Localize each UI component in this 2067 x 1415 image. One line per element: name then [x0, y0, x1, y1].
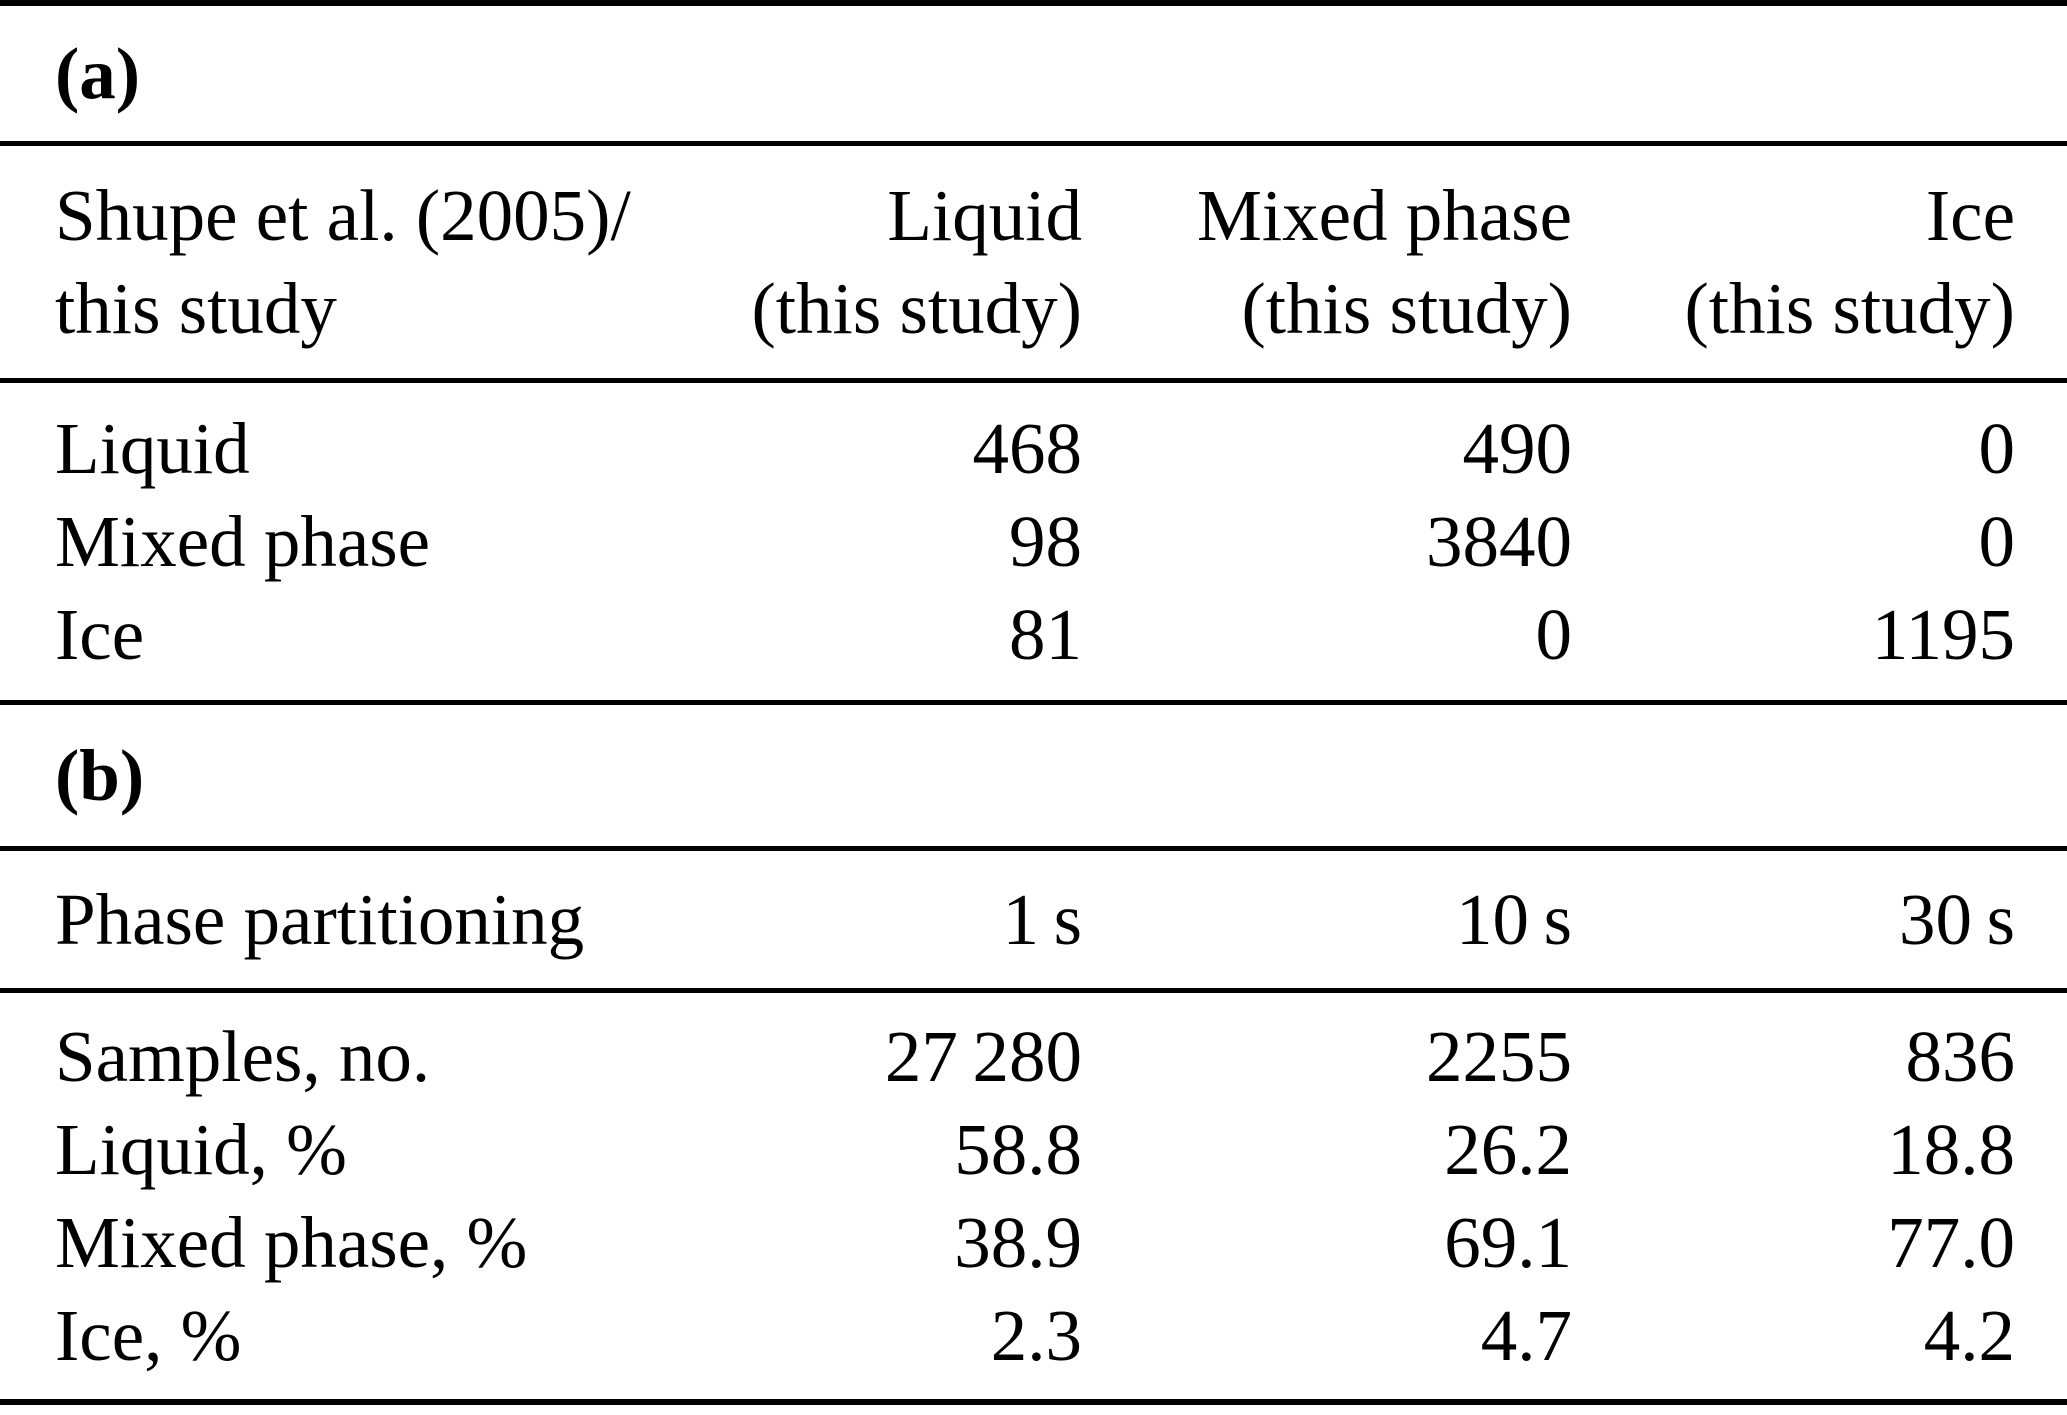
table-b-col-1s-header: 1 s	[1002, 879, 1082, 960]
cell-value: 2.3	[990, 1295, 1082, 1376]
rule-below-table-b-header	[0, 988, 2067, 993]
table-a-col-ice-header: Ice (this study)	[1572, 169, 2015, 355]
panel-b-label: (b)	[55, 735, 145, 816]
header-line: (this study)	[1241, 268, 1572, 349]
cell-value: 18.8	[1887, 1109, 2015, 1190]
table-row: Mixed phase, % 38.9 69.1 77.0	[55, 1196, 2015, 1289]
cell-value: 81	[1009, 594, 1082, 675]
table-row: Ice, % 2.3 4.7 4.2	[55, 1289, 2015, 1382]
cell-value: 490	[1462, 408, 1573, 489]
header-line: Liquid	[887, 175, 1082, 256]
row-label: Ice	[55, 594, 145, 675]
table-row: Liquid, % 58.8 26.2 18.8	[55, 1103, 2015, 1196]
table-a-header-row: Shupe et al. (2005)/ this study Liquid (…	[55, 169, 2015, 355]
rule-below-panel-a-label	[0, 141, 2067, 146]
cell-value: 0	[1978, 501, 2016, 582]
table-a-col-liquid-header: Liquid (this study)	[615, 169, 1082, 355]
row-label: Ice, %	[55, 1295, 242, 1376]
table-row: Samples, no. 27 280 2255 836	[55, 1010, 2015, 1103]
table-a-header: Shupe et al. (2005)/ this study Liquid (…	[55, 169, 2015, 355]
cell-value: 0	[1535, 594, 1573, 675]
row-label: Liquid	[55, 408, 250, 489]
rule-below-table-a-header	[0, 378, 2067, 383]
table-b-col-30s-header: 30 s	[1898, 879, 2015, 960]
panel-a-label: (a)	[55, 33, 141, 114]
header-line: this study	[55, 268, 337, 349]
header-line: (this study)	[1684, 268, 2015, 349]
table-top-rule	[0, 0, 2067, 6]
cell-value: 2255	[1426, 1016, 1572, 1097]
cell-value: 468	[972, 408, 1083, 489]
table-b-header-row: Phase partitioning 1 s 10 s 30 s	[55, 873, 2015, 966]
table-bottom-rule	[0, 1399, 2067, 1405]
row-label: Liquid, %	[55, 1109, 347, 1190]
cell-value: 69.1	[1444, 1202, 1572, 1283]
table-b-body-band: Samples, no. 27 280 2255 836 Liquid, % 5…	[0, 993, 2067, 1399]
table-b-col-10s-header: 10 s	[1455, 879, 1572, 960]
row-label: Samples, no.	[55, 1016, 431, 1097]
cell-value: 26.2	[1444, 1109, 1572, 1190]
header-line: (this study)	[751, 268, 1082, 349]
cell-value: 58.8	[954, 1109, 1082, 1190]
table-b-header-band: Phase partitioning 1 s 10 s 30 s	[0, 851, 2067, 988]
header-line: Ice	[1925, 175, 2015, 256]
cell-value: 3840	[1426, 501, 1572, 582]
table-a-col-mixed-header: Mixed phase (this study)	[1082, 169, 1572, 355]
table-b-header: Phase partitioning 1 s 10 s 30 s	[55, 873, 2015, 966]
cell-value: 0	[1978, 408, 2016, 489]
table-row: Liquid 468 490 0	[55, 402, 2015, 495]
table-a-rowhead-header: Shupe et al. (2005)/ this study	[55, 169, 631, 355]
cell-value: 4.2	[1923, 1295, 2015, 1376]
cell-value: 836	[1905, 1016, 2016, 1097]
table-a-header-band: Shupe et al. (2005)/ this study Liquid (…	[0, 146, 2067, 378]
table-a-body-band: Liquid 468 490 0 Mixed phase 98 3840 0 I…	[0, 383, 2067, 700]
table-row: Mixed phase 98 3840 0	[55, 495, 2015, 588]
cell-value: 98	[1009, 501, 1082, 582]
rule-below-table-a	[0, 700, 2067, 705]
row-label: Mixed phase, %	[55, 1202, 528, 1283]
cell-value: 38.9	[954, 1202, 1082, 1283]
table-b-rowhead-header: Phase partitioning	[55, 879, 585, 960]
row-label: Mixed phase	[55, 501, 431, 582]
cell-value: 77.0	[1887, 1202, 2015, 1283]
header-line: Shupe et al. (2005)/	[55, 175, 631, 256]
cell-value: 27 280	[884, 1016, 1082, 1097]
header-line: Mixed phase	[1196, 175, 1572, 256]
cell-value: 1195	[1871, 594, 2015, 675]
cell-value: 4.7	[1480, 1295, 1572, 1376]
table-row: Ice 81 0 1195	[55, 588, 2015, 681]
table-b-body: Samples, no. 27 280 2255 836 Liquid, % 5…	[55, 1010, 2015, 1382]
table-a-body: Liquid 468 490 0 Mixed phase 98 3840 0 I…	[55, 402, 2015, 681]
rule-below-panel-b-label	[0, 846, 2067, 851]
